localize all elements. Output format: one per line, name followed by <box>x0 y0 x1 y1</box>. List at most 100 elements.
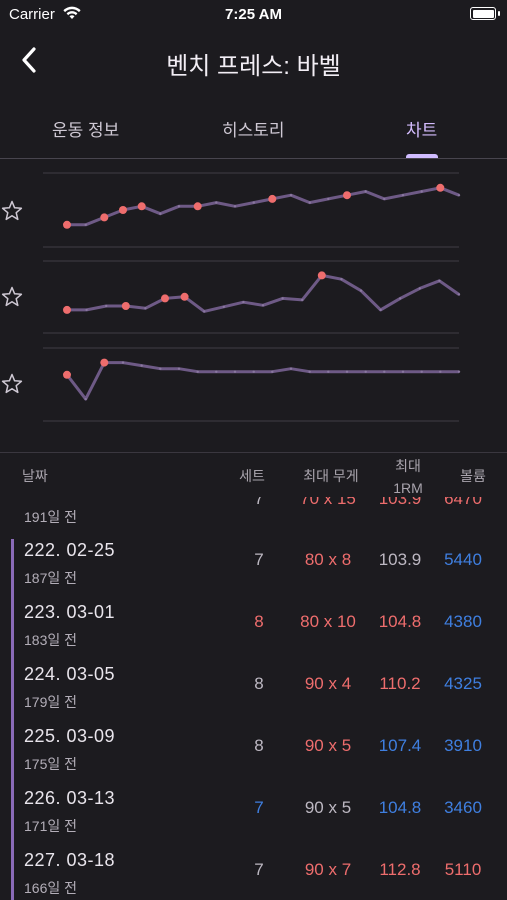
data-point <box>159 212 162 215</box>
data-point <box>345 370 349 373</box>
table-row[interactable]: 222. 02-25 187일 전 7 80 x 8 103.9 5440 <box>0 534 507 596</box>
table-row[interactable]: 224. 03-05 179일 전 8 90 x 4 110.2 4325 <box>0 658 507 720</box>
data-point <box>359 289 363 292</box>
row-max-1rm: 104.8 <box>378 612 422 631</box>
data-point <box>281 297 284 300</box>
data-point <box>140 364 143 367</box>
data-point <box>177 367 181 370</box>
data-point <box>242 301 245 304</box>
row-days-ago: 171일 전 <box>24 818 78 834</box>
row-volume: 4380 <box>444 612 482 631</box>
row-max-weight: 90 x 5 <box>304 798 352 817</box>
data-point <box>85 308 88 312</box>
tab-chart[interactable]: 차트 <box>406 121 438 140</box>
back-chevron-icon[interactable] <box>16 44 44 76</box>
data-point <box>215 370 218 373</box>
star-icon[interactable] <box>0 372 24 396</box>
row-sets: 7 <box>254 860 264 879</box>
table-row[interactable]: 227. 03-18 166일 전 7 90 x 7 112.8 5110 <box>0 844 507 900</box>
data-point <box>327 370 330 373</box>
tab-exercise-info[interactable]: 운동 정보 <box>52 121 120 140</box>
page-title: 벤치 프레스: 바벨 <box>166 53 341 80</box>
row-volume: 4325 <box>444 674 482 693</box>
header-max-1rm-top: 최대 <box>395 458 421 474</box>
row-volume: 3910 <box>444 736 482 755</box>
table-row[interactable]: 225. 03-09 175일 전 8 90 x 5 107.4 3910 <box>0 720 507 782</box>
data-point <box>457 194 461 197</box>
series-line-volume <box>65 361 459 401</box>
row-sets: 7 <box>254 497 264 508</box>
data-point <box>196 370 199 373</box>
table-row[interactable]: 191일 전 7 70 x 15 103.9 6470 <box>0 497 507 535</box>
chart-area <box>0 159 507 451</box>
row-max-1rm: 103.9 <box>378 497 422 508</box>
table-row[interactable]: 226. 03-13 171일 전 7 90 x 5 104.8 3460 <box>0 782 507 844</box>
data-point <box>203 310 206 313</box>
row-date: 227. 03-18 <box>24 850 116 870</box>
record-point <box>100 213 109 222</box>
tabs-divider <box>0 158 507 159</box>
wifi-icon <box>63 6 81 19</box>
row-days-ago: 166일 전 <box>24 880 78 896</box>
status-bar: Carrier 7:25 AM <box>0 0 507 30</box>
star-icon[interactable] <box>0 285 24 309</box>
record-point <box>121 302 130 310</box>
row-max-1rm: 107.4 <box>378 736 422 755</box>
data-point <box>379 308 382 312</box>
carrier-label: Carrier <box>9 6 55 23</box>
row-max-1rm: 110.2 <box>379 674 421 693</box>
clock: 7:25 AM <box>225 6 282 23</box>
data-point <box>308 370 311 373</box>
data-point <box>457 370 461 373</box>
tab-bar: 운동 정보 히스토리 차트 <box>0 100 507 158</box>
data-point <box>233 370 237 373</box>
header-date: 날짜 <box>22 468 48 484</box>
header-sets: 세트 <box>239 468 265 484</box>
record-point <box>436 183 445 192</box>
record-point <box>63 220 71 229</box>
record-point <box>119 206 127 214</box>
header-max-weight: 최대 무게 <box>303 468 359 484</box>
data-point <box>418 287 421 290</box>
series-line-max_weight <box>67 186 460 227</box>
record-point <box>63 305 71 314</box>
table-header: 날짜 세트 최대 무게 최대 1RM 볼륨 <box>0 452 507 496</box>
data-point <box>177 205 181 208</box>
data-point <box>399 297 402 300</box>
row-date: 224. 03-05 <box>24 664 116 684</box>
row-volume: 5110 <box>444 860 482 879</box>
record-point <box>100 358 109 367</box>
record-point <box>161 294 169 303</box>
data-point <box>289 194 293 197</box>
row-days-ago: 179일 전 <box>24 694 78 710</box>
row-max-weight: 70 x 15 <box>300 497 356 508</box>
record-point <box>137 202 146 211</box>
row-sets: 7 <box>254 550 264 569</box>
progress-chart <box>43 172 461 422</box>
data-point <box>457 293 461 296</box>
row-sets: 8 <box>254 674 264 693</box>
history-list: 191일 전 7 70 x 15 103.9 6470 222. 02-25 1… <box>0 497 507 900</box>
row-max-1rm: 103.9 <box>378 550 422 569</box>
data-point <box>420 190 423 193</box>
data-point <box>364 190 367 193</box>
data-point <box>252 370 255 373</box>
nav-bar: 벤치 프레스: 바벨 <box>0 36 507 86</box>
record-point <box>63 370 71 379</box>
star-icon[interactable] <box>0 199 24 223</box>
data-point <box>215 201 218 204</box>
table-row[interactable]: 223. 03-01 183일 전 8 80 x 10 104.8 4380 <box>0 596 507 658</box>
tab-history[interactable]: 히스토리 <box>222 121 285 140</box>
row-max-weight: 80 x 8 <box>304 550 352 569</box>
data-point <box>364 370 367 373</box>
row-volume: 6470 <box>444 497 482 508</box>
record-point <box>180 292 189 301</box>
data-point <box>271 370 274 373</box>
record-point <box>343 191 351 200</box>
data-point <box>308 201 311 204</box>
data-point <box>401 370 405 373</box>
tab-active-indicator <box>406 154 438 158</box>
row-days-ago: 183일 전 <box>24 632 78 648</box>
data-point <box>420 370 423 373</box>
data-point <box>233 205 237 208</box>
